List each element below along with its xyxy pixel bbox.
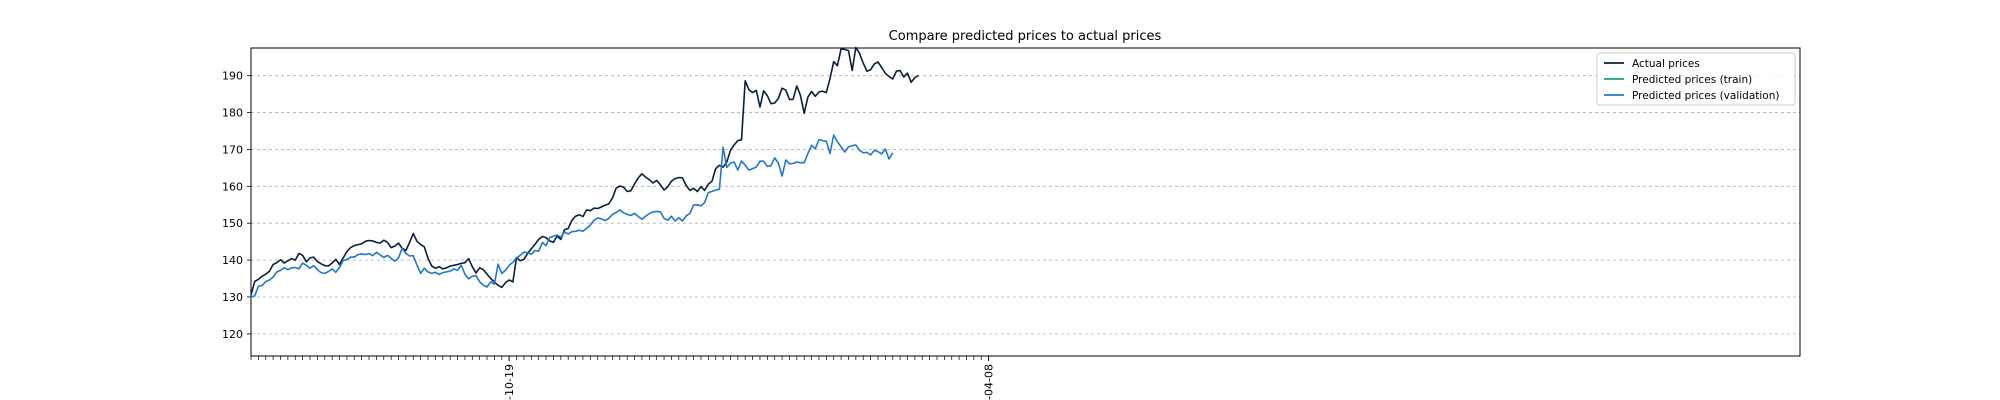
legend: Actual prices Predicted prices (train) Pre… — [1596, 52, 1796, 106]
legend-box — [1596, 52, 1796, 106]
y-tick-label: 130 — [222, 291, 243, 304]
y-tick-label: 180 — [222, 107, 243, 120]
legend-label: Actual prices — [1632, 58, 1700, 70]
chart-title: Compare predicted prices to actual price… — [889, 29, 1162, 44]
y-tick-label: 140 — [222, 254, 243, 267]
y-tick-label: 160 — [222, 180, 243, 193]
y-tick-label: 170 — [222, 143, 243, 156]
y-tick-label: 190 — [222, 70, 243, 83]
grid-lines — [251, 75, 1800, 335]
plot-frame — [250, 47, 1801, 357]
axes: 120 130 140 150 160 170 180 190 -10-19 -04-08 — [222, 47, 1801, 400]
x-tick-label: -04-08 — [983, 364, 996, 400]
x-tick-label: -10-19 — [503, 364, 516, 400]
legend-label: Predicted prices (train) — [1632, 74, 1752, 86]
legend-label: Predicted prices (validation) — [1632, 90, 1779, 102]
series-line-predicted-prices-validation — [250, 134, 894, 298]
y-tick-label: 120 — [222, 328, 243, 341]
y-tick-label: 150 — [222, 217, 243, 230]
series-line-actual-prices — [250, 46, 919, 296]
plot-area — [250, 46, 919, 298]
